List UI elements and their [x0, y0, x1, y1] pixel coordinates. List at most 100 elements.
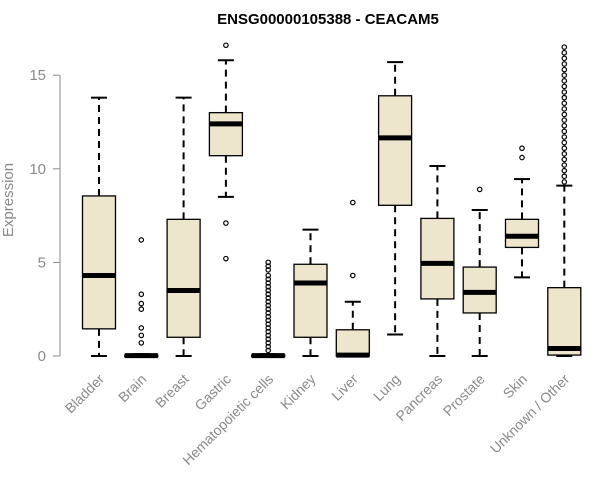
outlier-point — [561, 179, 568, 185]
outlier-point — [561, 83, 568, 90]
outlier-point — [561, 162, 568, 168]
outlier-point — [519, 145, 525, 152]
x-tick-label: Prostate — [440, 371, 488, 419]
outlier-point — [561, 167, 568, 174]
y-tick-label: 15 — [29, 67, 46, 84]
outlier-point — [265, 287, 272, 294]
x-tick-label: Brain — [115, 371, 149, 405]
box-lung — [377, 61, 413, 336]
x-tick-label: Lung — [370, 371, 403, 404]
outlier-point — [138, 300, 145, 307]
y-tick-label: 5 — [38, 254, 46, 271]
outlier-point — [265, 272, 272, 279]
x-tick-label: Unknown / Other — [487, 371, 573, 457]
outlier-point — [265, 259, 272, 266]
x-tick-label: Skin — [500, 371, 531, 402]
box-prostate — [462, 186, 497, 357]
outlier-point — [561, 61, 568, 67]
outlier-point — [265, 280, 272, 286]
iqr-box — [504, 218, 540, 249]
outlier-point — [265, 310, 272, 316]
outlier-point — [265, 317, 272, 324]
box-breast — [166, 96, 201, 357]
outlier-point — [265, 336, 272, 342]
x-tick-label: Pancreas — [392, 371, 445, 424]
outlier-point — [265, 295, 272, 301]
iqr-box — [208, 111, 244, 157]
outlier-point — [561, 128, 568, 135]
outlier-point — [561, 145, 568, 152]
outlier-point — [265, 332, 272, 339]
outlier-point — [265, 325, 272, 331]
outlier-point — [265, 263, 272, 269]
boxes-group — [81, 42, 582, 359]
outlier-point — [265, 283, 272, 290]
outlier-point — [138, 237, 145, 243]
outlier-point — [561, 49, 568, 56]
iqr-box — [335, 329, 370, 357]
box-hematopoietic-cells — [251, 259, 286, 359]
y-axis-label: Expression — [0, 163, 17, 237]
outlier-point — [265, 267, 272, 273]
outlier-point — [265, 298, 272, 305]
outlier-point — [561, 44, 568, 50]
x-tick-label: Liver — [328, 371, 361, 404]
outlier-point — [223, 220, 229, 226]
box-pancreas — [420, 164, 455, 357]
outlier-point — [561, 72, 568, 79]
outlier-point — [561, 122, 568, 129]
outlier-point — [265, 302, 272, 309]
outlier-point — [349, 199, 356, 206]
x-tick-label: Kidney — [277, 371, 319, 413]
y-tick-label: 10 — [29, 161, 46, 178]
outlier-point — [265, 306, 272, 313]
outlier-point — [138, 291, 145, 298]
outlier-point — [138, 306, 145, 313]
box-liver — [335, 199, 370, 358]
outlier-point — [561, 66, 568, 73]
outlier-point — [265, 291, 272, 298]
outlier-point — [561, 106, 568, 112]
outlier-point — [138, 325, 145, 331]
box-gastric — [208, 42, 244, 262]
chart-title: ENSG00000105388 - CEACAM5 — [217, 11, 439, 28]
outlier-point — [265, 313, 272, 320]
box-skin — [504, 145, 540, 279]
outlier-point — [561, 173, 568, 180]
outlier-point — [561, 78, 568, 84]
outlier-point — [561, 111, 568, 118]
outlier-point — [561, 156, 568, 163]
x-tick-label: Bladder — [62, 371, 108, 417]
outlier-point — [265, 340, 272, 346]
box-brain — [124, 237, 159, 359]
box-unknown-other — [547, 44, 582, 357]
outlier-point — [561, 100, 568, 107]
outlier-point — [223, 42, 229, 49]
iqr-box — [420, 217, 455, 300]
x-tick-label: Breast — [152, 371, 192, 411]
outlier-point — [265, 347, 272, 354]
outlier-point — [561, 89, 568, 95]
outlier-point — [265, 321, 272, 327]
box-bladder — [81, 96, 117, 357]
outlier-point — [476, 186, 483, 193]
outlier-point — [349, 272, 356, 279]
outlier-point — [561, 139, 568, 146]
outlier-point — [265, 276, 272, 283]
outlier-point — [138, 332, 145, 339]
outlier-point — [561, 94, 568, 101]
iqr-box — [81, 195, 117, 330]
outlier-point — [561, 151, 568, 157]
outlier-point — [265, 328, 272, 335]
box-kidney — [293, 228, 328, 357]
outlier-point — [519, 154, 525, 161]
outlier-point — [561, 134, 568, 140]
outlier-point — [223, 255, 229, 262]
y-tick-label: 0 — [38, 348, 46, 365]
outlier-point — [561, 55, 568, 62]
iqr-box — [377, 95, 413, 206]
y-axis: 0 5 10 15 — [29, 67, 61, 365]
outlier-point — [561, 117, 568, 123]
